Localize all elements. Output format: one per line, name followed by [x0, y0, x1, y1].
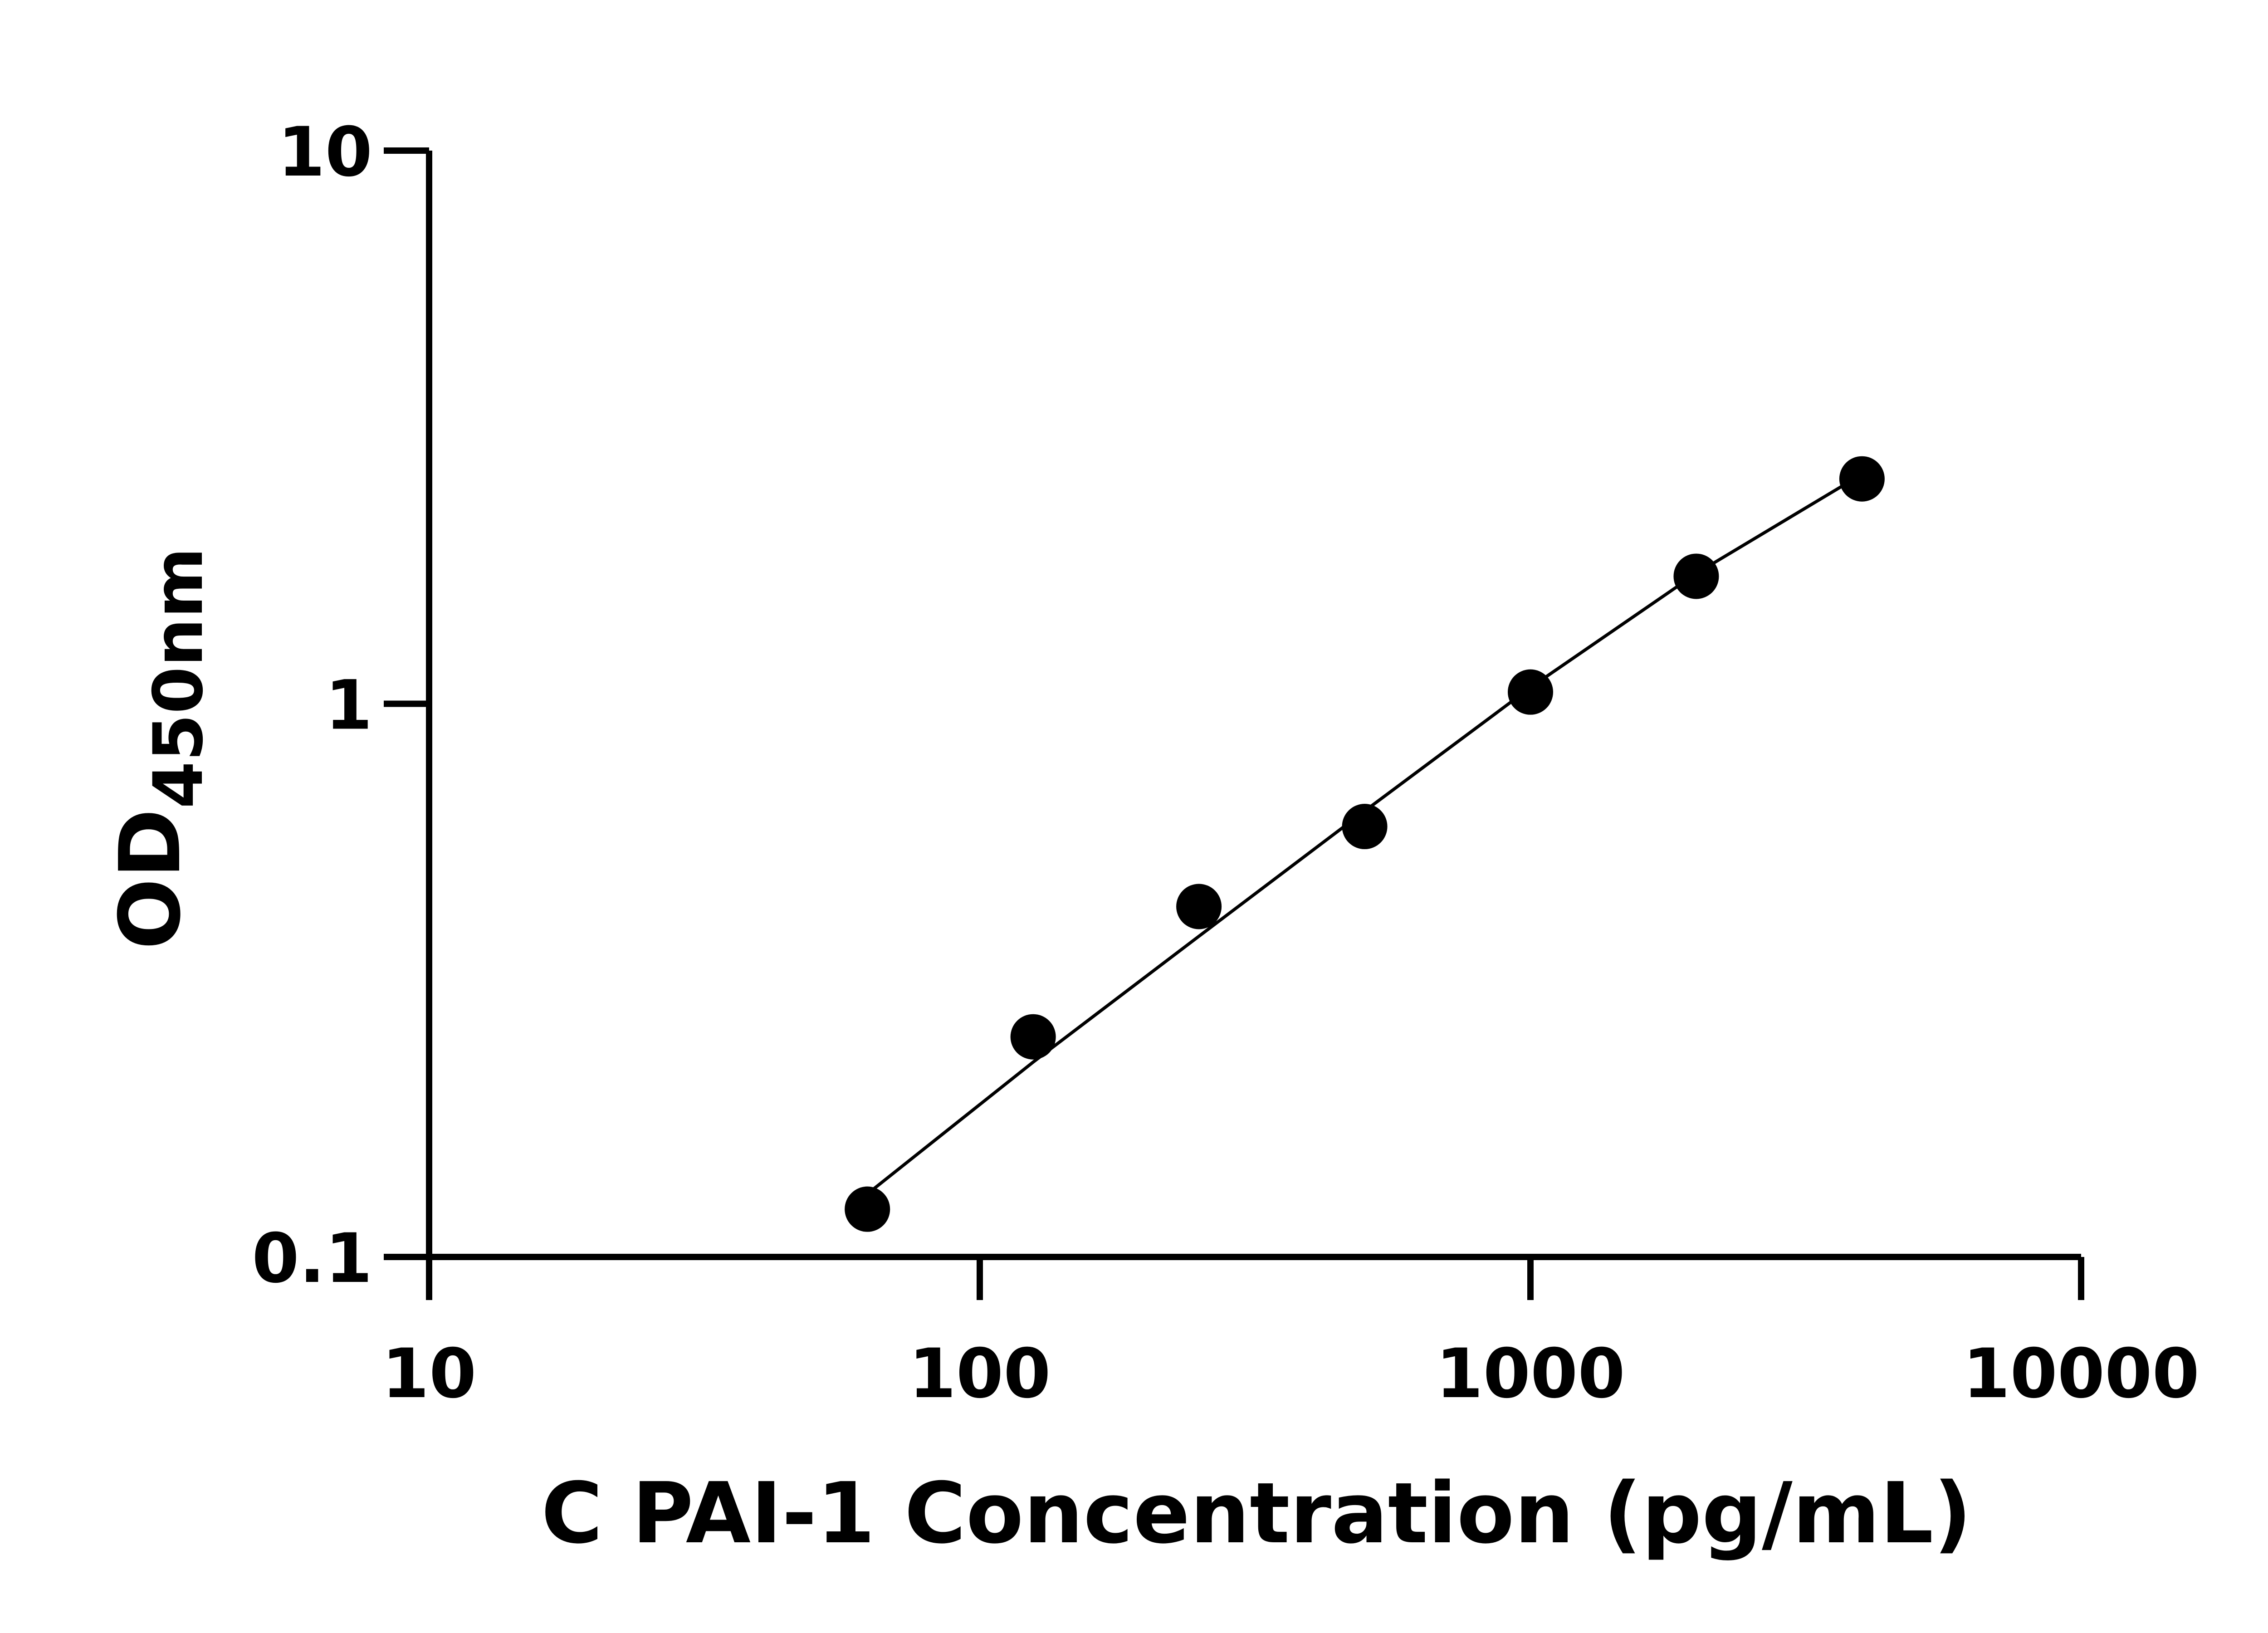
data-point: [1342, 804, 1388, 850]
data-point: [1176, 884, 1222, 929]
y-tick-label: 10: [278, 113, 372, 192]
data-point: [1010, 1014, 1056, 1060]
y-ticks: 0.1 1 10: [252, 113, 429, 1298]
y-axis-title: OD450nm: [101, 547, 218, 949]
data-point: [845, 1186, 890, 1232]
y-tick-label: 0.1: [252, 1219, 372, 1298]
y-tick-label: 1: [325, 666, 372, 745]
x-axis-title: C PAI-1 Concentration (pg/mL): [541, 1464, 1972, 1562]
data-point: [1839, 456, 1885, 502]
axes: [426, 151, 2081, 1296]
x-tick-label: 100: [909, 1335, 1051, 1413]
x-tick-label: 10: [382, 1335, 477, 1413]
x-ticks: 10 100 1000 10000: [382, 1257, 2200, 1413]
data-points: [845, 456, 1885, 1232]
x-tick-label: 10000: [1963, 1335, 2200, 1413]
y-axis-title-subscript: 450nm: [139, 547, 218, 808]
y-axis-title-main: OD: [101, 809, 199, 950]
x-tick-label: 1000: [1436, 1335, 1625, 1413]
data-point: [1508, 669, 1553, 715]
data-point: [1673, 553, 1719, 599]
